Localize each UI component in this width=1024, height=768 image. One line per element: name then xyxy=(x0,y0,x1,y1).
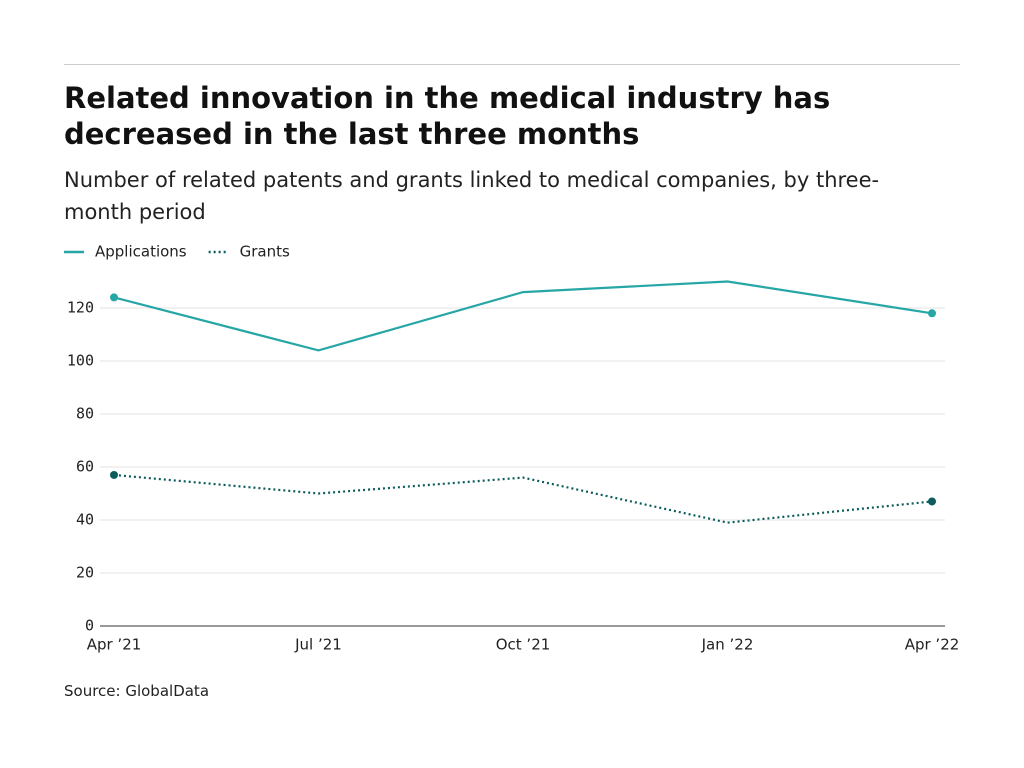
y-tick-label: 60 xyxy=(76,458,94,476)
y-tick-label: 120 xyxy=(67,299,94,317)
end-point xyxy=(928,497,936,506)
y-tick-label: 80 xyxy=(76,405,94,423)
x-tick-label: Apr ’22 xyxy=(905,636,960,654)
y-tick-label: 20 xyxy=(76,564,94,582)
source-note: Source: GlobalData xyxy=(64,682,210,700)
legend-label: Grants xyxy=(240,243,290,261)
data-line xyxy=(113,473,933,524)
x-tick-label: Jul ’21 xyxy=(294,636,342,654)
legend-label: Applications xyxy=(95,243,187,261)
end-point xyxy=(928,309,936,318)
end-point xyxy=(110,470,118,479)
x-tick-label: Apr ’21 xyxy=(87,636,142,654)
end-point xyxy=(110,293,118,302)
y-tick-label: 0 xyxy=(85,617,94,635)
x-tick-label: Oct ’21 xyxy=(496,636,551,654)
y-tick-label: 100 xyxy=(67,352,94,370)
chart-title: Related innovation in the medical indust… xyxy=(64,81,831,151)
data-line xyxy=(113,280,933,352)
x-tick-label: Jan ’22 xyxy=(701,636,754,654)
y-tick-label: 40 xyxy=(76,511,94,529)
top-rule xyxy=(64,64,960,65)
chart-subtitle: Number of related patents and grants lin… xyxy=(64,168,880,224)
